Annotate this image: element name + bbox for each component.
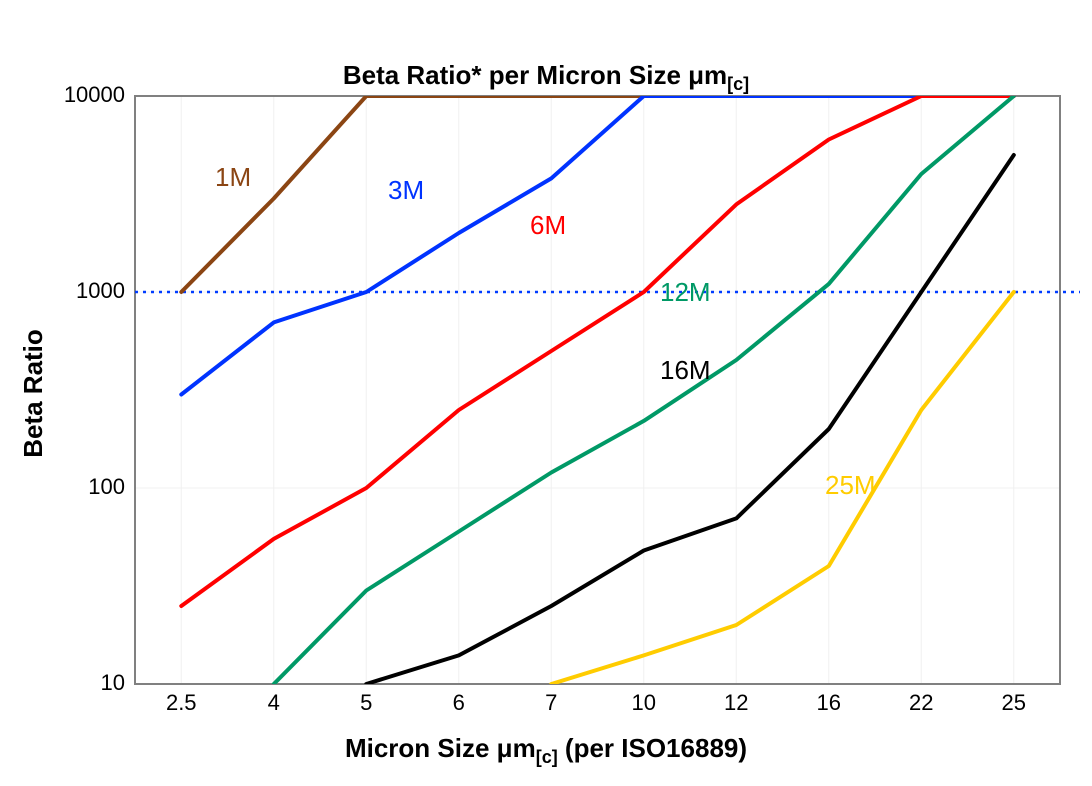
- series-label: 6M: [530, 210, 566, 241]
- x-tick-label: 10: [614, 690, 674, 716]
- series-label: 16M: [660, 355, 711, 386]
- y-tick-label: 100: [88, 474, 125, 500]
- y-tick-label: 10: [101, 670, 125, 696]
- beta-ratio-chart: Beta Ratio* per Micron Size μm[c] Beta R…: [0, 0, 1092, 786]
- series-label: 3M: [388, 175, 424, 206]
- y-tick-label: 1000: [76, 278, 125, 304]
- chart-title: Beta Ratio* per Micron Size μm[c]: [0, 60, 1092, 95]
- y-axis-label: Beta Ratio: [18, 0, 48, 786]
- x-tick-label: 7: [521, 690, 581, 716]
- x-tick-label: 22: [891, 690, 951, 716]
- x-tick-label: 16: [799, 690, 859, 716]
- series-label: 12M: [660, 277, 711, 308]
- x-tick-label: 25: [984, 690, 1044, 716]
- series-label: 1M: [215, 162, 251, 193]
- y-tick-label: 10000: [64, 82, 125, 108]
- series-label: 25M: [825, 470, 876, 501]
- x-axis-label: Micron Size μm[c] (per ISO16889): [0, 733, 1092, 768]
- x-tick-label: 4: [244, 690, 304, 716]
- x-tick-label: 12: [706, 690, 766, 716]
- x-tick-label: 5: [336, 690, 396, 716]
- chart-plot-area: [0, 0, 1092, 786]
- x-tick-label: 2.5: [151, 690, 211, 716]
- x-tick-label: 6: [429, 690, 489, 716]
